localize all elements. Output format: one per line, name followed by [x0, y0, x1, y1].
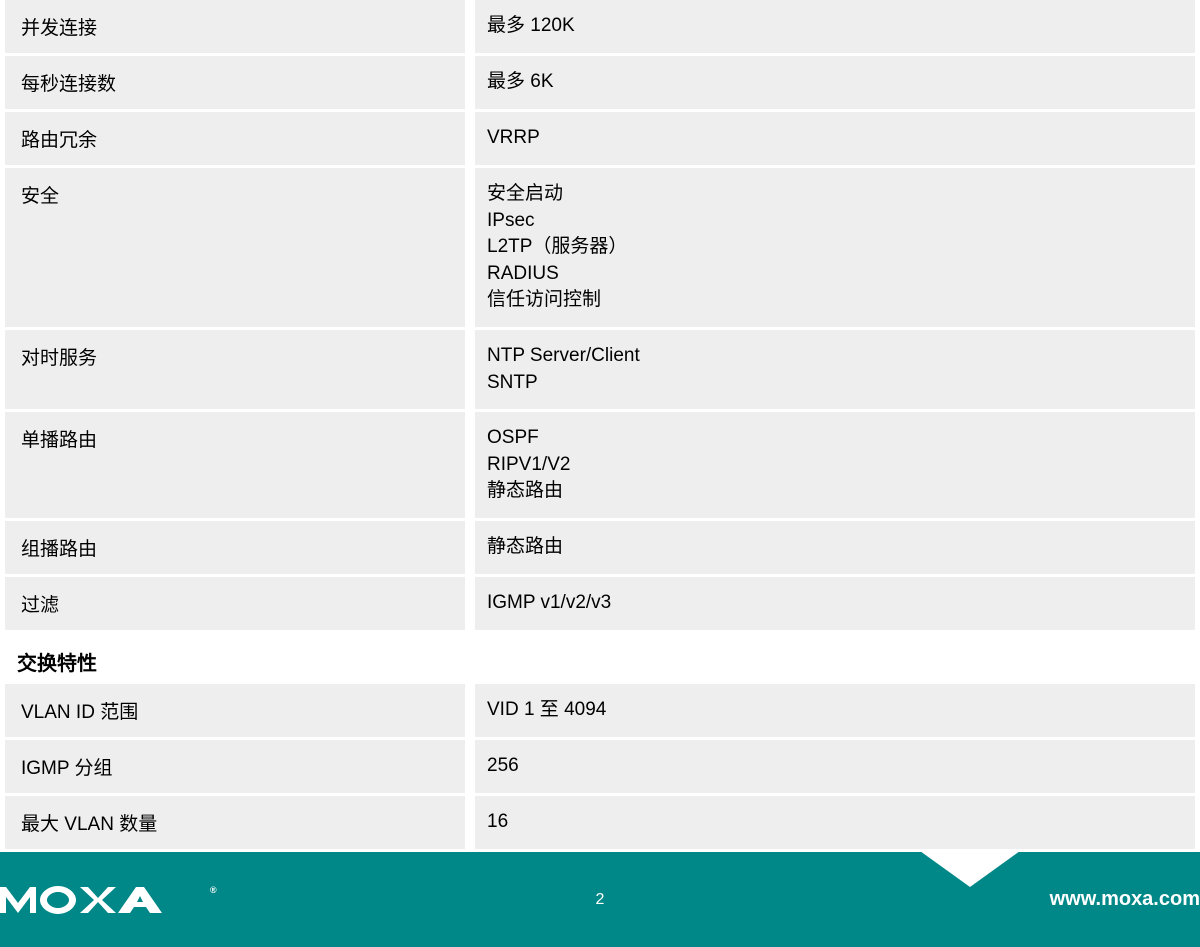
table-row: 过滤IGMP v1/v2/v3	[5, 577, 1195, 630]
footer-url: www.moxa.com	[1050, 888, 1200, 911]
spec-value: NTP Server/Client SNTP	[475, 330, 1195, 409]
footer-notch	[920, 851, 1020, 887]
spec-label: 过滤	[5, 577, 465, 630]
table-row: 安全安全启动 IPsec L2TP（服务器） RADIUS 信任访问控制	[5, 168, 1195, 327]
moxa-logo-svg: ®	[0, 885, 220, 915]
spec-label: 单播路由	[5, 412, 465, 518]
table-row: 单播路由OSPF RIPV1/V2 静态路由	[5, 412, 1195, 518]
table-row: 组播路由静态路由	[5, 521, 1195, 574]
spec-value: 16	[475, 796, 1195, 849]
spec-content: 并发连接最多 120K每秒连接数最多 6K路由冗余VRRP安全安全启动 IPse…	[0, 0, 1200, 849]
svg-text:®: ®	[210, 885, 219, 895]
spec-value: 256	[475, 740, 1195, 793]
moxa-logo: ®	[0, 885, 220, 915]
table-row: VLAN ID 范围VID 1 至 4094	[5, 684, 1195, 737]
spec-value: 安全启动 IPsec L2TP（服务器） RADIUS 信任访问控制	[475, 168, 1195, 327]
spec-value: VRRP	[475, 112, 1195, 165]
spec-label: 安全	[5, 168, 465, 327]
page-number: 2	[596, 891, 605, 909]
table-row: 路由冗余VRRP	[5, 112, 1195, 165]
spec-label: 最大 VLAN 数量	[5, 796, 465, 849]
spec-label: 对时服务	[5, 330, 465, 409]
spec-label: 路由冗余	[5, 112, 465, 165]
page-footer: ® 2 www.moxa.com	[0, 852, 1200, 947]
section-header: 交换特性	[5, 633, 1195, 684]
spec-label: 每秒连接数	[5, 56, 465, 109]
table-row: 并发连接最多 120K	[5, 0, 1195, 53]
spec-label: 并发连接	[5, 0, 465, 53]
spec-value: IGMP v1/v2/v3	[475, 577, 1195, 630]
spec-value: 最多 120K	[475, 0, 1195, 53]
table-row: 每秒连接数最多 6K	[5, 56, 1195, 109]
table-row: 最大 VLAN 数量16	[5, 796, 1195, 849]
spec-value: 静态路由	[475, 521, 1195, 574]
spec-label: 组播路由	[5, 521, 465, 574]
spec-value: VID 1 至 4094	[475, 684, 1195, 737]
spec-label: IGMP 分组	[5, 740, 465, 793]
spec-value: 最多 6K	[475, 56, 1195, 109]
spec-label: VLAN ID 范围	[5, 684, 465, 737]
spec-value: OSPF RIPV1/V2 静态路由	[475, 412, 1195, 518]
table-row: IGMP 分组256	[5, 740, 1195, 793]
table-row: 对时服务NTP Server/Client SNTP	[5, 330, 1195, 409]
